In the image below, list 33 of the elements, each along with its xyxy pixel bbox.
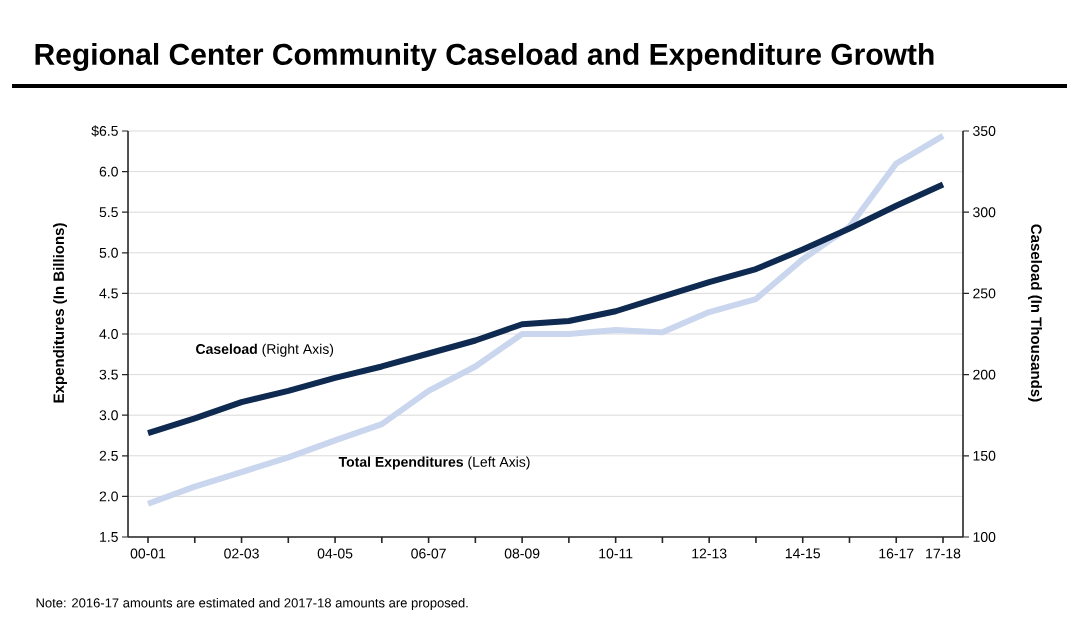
- x-tick-label: 04-05: [317, 548, 353, 559]
- y2-tick-label: 200: [973, 369, 996, 380]
- y-tick-label: 3.5: [99, 369, 118, 380]
- y-tick-label: 1.5: [100, 532, 118, 542]
- y-tick-label: 5.5: [99, 207, 118, 218]
- y2-axis-title: Caseload (In Thousands): [1028, 224, 1042, 402]
- y-tick-label: 6.0: [99, 166, 118, 177]
- y2-tick-label: 150: [973, 450, 996, 461]
- series-label: Total Expenditures (Left Axis): [338, 456, 530, 470]
- y2-tick-label: 300: [973, 207, 996, 218]
- y-tick-label: 5.0: [99, 247, 118, 258]
- text: Note: 2016-17 amounts are estimated and 2017-18 amounts are proposed.: [36, 597, 468, 611]
- y-tick-label: 2.0: [99, 491, 118, 502]
- x-tick-label: 08-09: [504, 548, 540, 559]
- x-tick-label: 00-01: [130, 548, 166, 559]
- y-tick-label: 2.5: [99, 450, 118, 461]
- x-tick-label: 14-15: [785, 548, 821, 559]
- x-tick-label: 06-07: [411, 548, 446, 559]
- x-tick-label: 12-13: [692, 548, 727, 559]
- x-tick-label: 10-11: [599, 548, 633, 559]
- y-axis-title: Expenditures (In Billions): [53, 223, 67, 403]
- y-tick-label: 4.0: [99, 329, 118, 339]
- y-tick-label: $6.5: [91, 125, 118, 137]
- y2-tick-label: 350: [973, 126, 996, 136]
- x-tick-label: 17-18: [926, 548, 961, 559]
- y2-tick-label: 250: [973, 288, 996, 299]
- y-tick-label: 3.0: [99, 410, 118, 421]
- series-label: Caseload (Right Axis): [196, 343, 334, 357]
- chart-title: Regional Center Community Caseload and Expenditure Growth: [35, 42, 934, 72]
- y2-tick-label: 100: [973, 532, 996, 542]
- x-tick-label: 02-03: [224, 548, 259, 559]
- x-tick-label: 16-17: [879, 548, 914, 559]
- y-tick-label: 4.5: [99, 288, 118, 299]
